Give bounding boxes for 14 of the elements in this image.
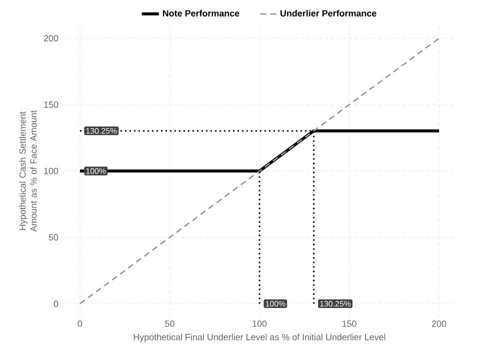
x-tick-label: 150 (342, 320, 356, 327)
y-tick-label: 50 (48, 234, 58, 241)
x-tick-label: 100 (252, 320, 267, 327)
y-tick-label: 200 (44, 35, 58, 42)
x-tick-label: 50 (165, 320, 174, 327)
y-tick-label: 0 (54, 300, 58, 307)
x-tick-label: 0 (78, 320, 82, 327)
x-axis-title: Hypothetical Final Underlier Level as % of Initial Underlier Level (134, 334, 386, 342)
y-tick-label: 150 (44, 101, 58, 108)
legend-label: Note Performance (162, 10, 240, 16)
legend-label: Underlier Performance (280, 10, 376, 16)
x-tick-label: 200 (432, 320, 446, 327)
y-axis-title: Hypothetical Cash Settlement Amount as % of Face Amount (19, 110, 37, 232)
y-tick-label: 100 (44, 168, 58, 174)
